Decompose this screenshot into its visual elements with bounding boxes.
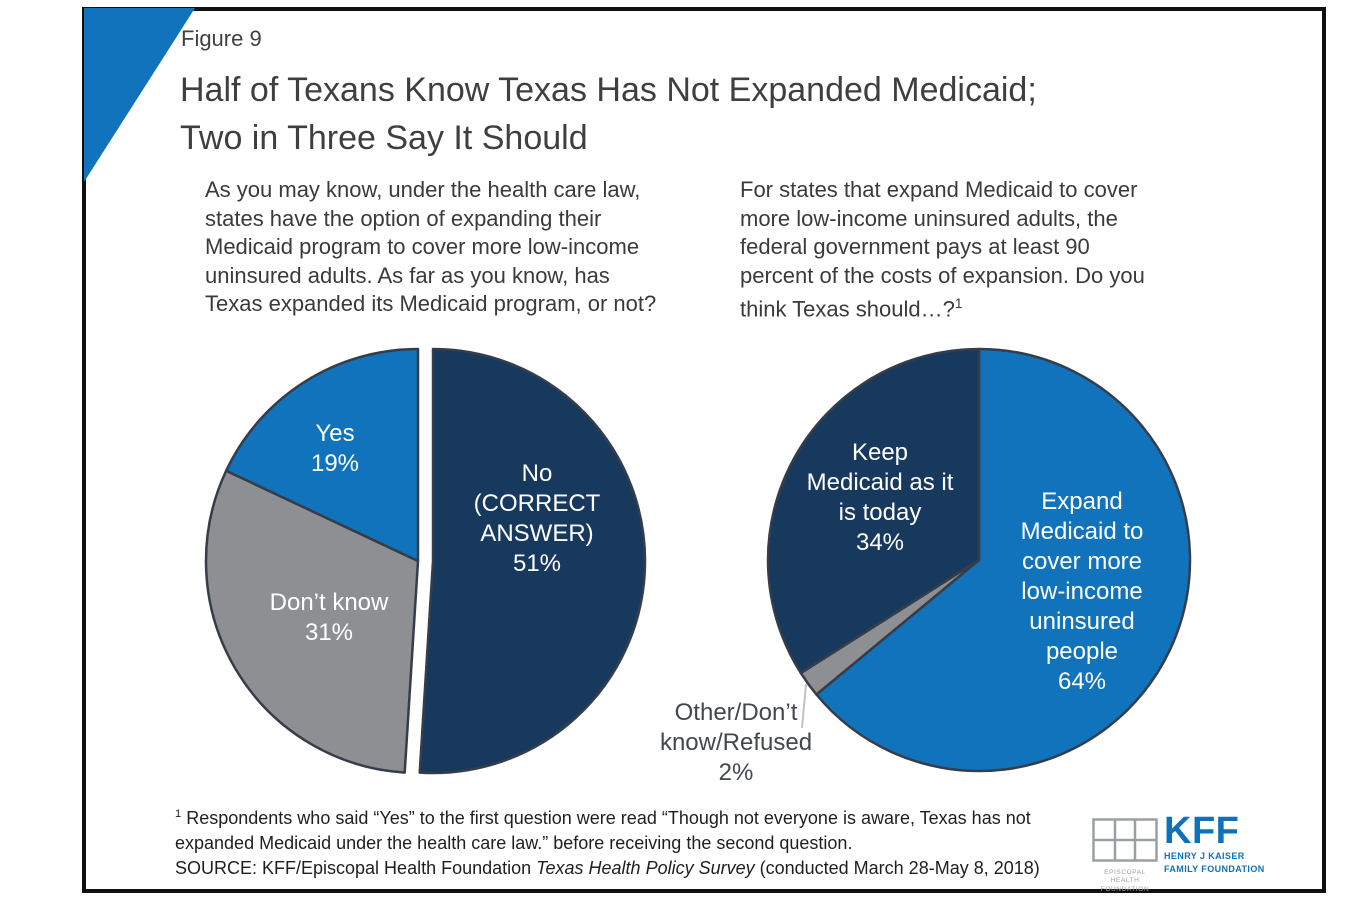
label-other-dont-know-refused: Other/Don’t know/Refused 2% <box>659 699 813 786</box>
ehf-logo-text-line2: FOUNDATION <box>1100 886 1150 893</box>
footnote: 1 Respondents who said “Yes” to the firs… <box>175 802 1175 881</box>
pie-left-slice-no <box>418 347 647 775</box>
accent-triangle-icon <box>84 8 195 182</box>
footnote-reference: 1 <box>954 296 963 311</box>
kff-logo: KFF HENRY J KAISER FAMILY FOUNDATION <box>1164 810 1265 874</box>
other-slice-leader-line <box>801 683 807 729</box>
label-dont-know: Don’t know 31% <box>269 589 389 646</box>
question-right: For states that expand Medicaid to cover… <box>740 176 1200 324</box>
footnote-text: 1 Respondents who said “Yes” to the firs… <box>175 808 1031 853</box>
label-yes: Yes 19% <box>310 420 360 477</box>
kff-logo-text-line2: FAMILY FOUNDATION <box>1164 863 1265 874</box>
pie-right-slice-expand <box>815 347 1192 773</box>
pie-left-slice-yes <box>224 347 420 563</box>
page-title: Half of Texans Know Texas Has Not Expand… <box>180 71 1037 157</box>
ehf-logo-icon <box>1092 818 1158 862</box>
ehf-logo-text-line1: EPISCOPAL HEALTH <box>1104 869 1146 884</box>
label-no-correct-answer: No (CORRECT ANSWER) 51% <box>473 460 601 577</box>
question-left: As you may know, under the health care l… <box>205 177 657 316</box>
question-right-text: For states that expand Medicaid to cover… <box>740 177 1145 322</box>
pie-right-slice-keep <box>766 347 981 675</box>
pie-left <box>204 347 647 775</box>
pie-right <box>766 347 1192 773</box>
kff-logo-acronym: KFF <box>1164 810 1240 852</box>
kff-logo-text-line1: HENRY J KAISER <box>1164 851 1245 861</box>
source-line: SOURCE: KFF/Episcopal Health Foundation … <box>175 858 1040 878</box>
label-expand-medicaid: Expand Medicaid to cover more low-income… <box>1020 488 1144 695</box>
pie-left-slice-dont-know <box>204 469 420 774</box>
label-keep-medicaid: Keep Medicaid as it is today 34% <box>806 439 954 556</box>
ehf-logo: EPISCOPAL HEALTH FOUNDATION <box>1090 818 1160 894</box>
figure-number: Figure 9 <box>181 26 262 51</box>
footnote-marker: 1 <box>175 808 182 820</box>
